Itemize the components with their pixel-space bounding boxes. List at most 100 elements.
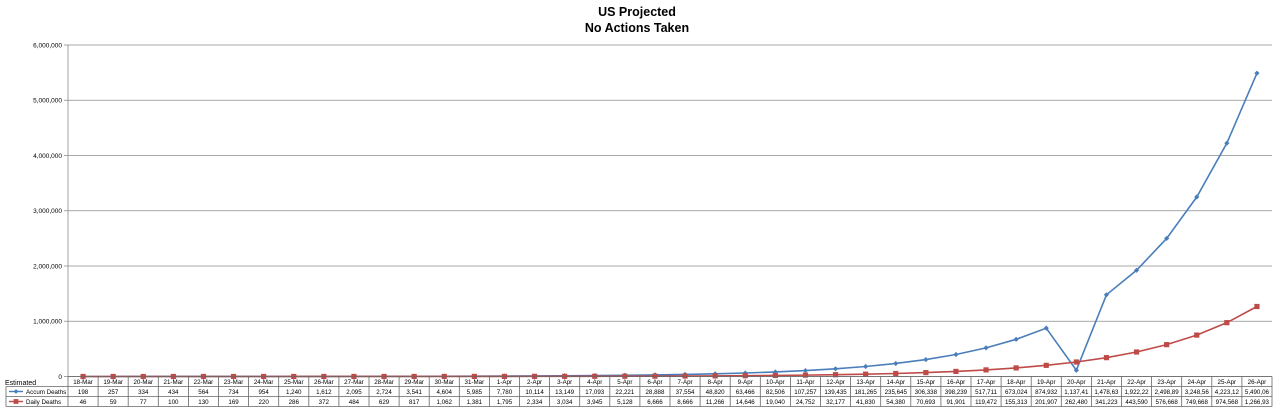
data-point: [983, 367, 989, 373]
data-point: [1164, 235, 1170, 242]
category-label: 12-Apr: [826, 379, 845, 386]
table-cell: 3,248,56: [1185, 389, 1210, 396]
data-point: [1133, 267, 1140, 273]
table-cell: 22,221: [615, 389, 634, 396]
category-label: 25-Apr: [1218, 379, 1237, 386]
data-point: [983, 345, 989, 351]
table-cell: 107,257: [794, 389, 817, 396]
table-cell: 341,223: [1095, 399, 1118, 406]
data-point: [953, 351, 959, 358]
data-point: [893, 370, 899, 377]
table-cell: 77: [140, 399, 147, 406]
data-point: [923, 356, 929, 363]
category-label: 25-Mar: [284, 379, 304, 386]
data-point: [1013, 336, 1019, 342]
table-cell: 91,901: [946, 399, 965, 406]
table-cell: 13,149: [555, 389, 574, 396]
table-cell: 974,568: [1216, 399, 1239, 406]
table-cell: 734: [228, 389, 239, 396]
table-cell: 181,265: [854, 389, 877, 396]
data-point: [1103, 355, 1110, 361]
category-label: 26-Apr: [1248, 379, 1267, 386]
category-label: 19-Apr: [1037, 379, 1056, 386]
category-label: 24-Mar: [254, 379, 274, 386]
data-point: [1043, 362, 1049, 368]
category-label: 20-Mar: [133, 379, 153, 386]
table-cell: 1,795: [497, 399, 513, 406]
table-cell: 8,666: [677, 399, 693, 406]
chart-title: US Projected: [598, 5, 676, 19]
table-cell: 28,888: [645, 389, 664, 396]
data-point: [1194, 194, 1200, 200]
data-point: [1224, 140, 1230, 146]
table-cell: 139,435: [824, 389, 847, 396]
series-line: [83, 305, 1258, 378]
table-cell: 517,711: [975, 389, 997, 396]
table-cell: 1,478,63: [1094, 389, 1119, 396]
category-label: 13-Apr: [856, 379, 875, 386]
table-cell: 2,498,89: [1155, 389, 1180, 396]
legend-key-marker: [13, 389, 19, 394]
category-label: 31-Mar: [465, 379, 485, 386]
category-label: 28-Mar: [374, 379, 394, 386]
category-label: 23-Apr: [1157, 379, 1176, 386]
table-cell: 119,472: [975, 399, 997, 406]
category-label: 3-Apr: [557, 379, 572, 386]
data-point: [953, 368, 959, 375]
data-table-corner-label: Estimated: [5, 380, 36, 387]
table-cell: 24,752: [796, 399, 815, 406]
series-line: [83, 72, 1258, 378]
table-cell: 262,480: [1065, 399, 1088, 406]
table-cell: 257: [108, 389, 119, 396]
data-point: [1133, 349, 1140, 355]
table-cell: 3,034: [557, 399, 573, 406]
data-point: [802, 372, 809, 378]
series-accum-deaths: [80, 70, 1260, 380]
category-label: 26-Mar: [314, 379, 334, 386]
category-label: 21-Apr: [1097, 379, 1116, 386]
data-table: Estimated 18-Mar 19-Mar 20-Mar 21-Mar 22-Mar…: [5, 376, 1273, 407]
table-cell: 1,240: [286, 389, 302, 396]
table-cell: 201,907: [1035, 399, 1058, 406]
category-label: 5-Apr: [617, 379, 632, 386]
table-cell: 334: [138, 389, 149, 396]
table-cell: 954: [258, 389, 269, 396]
data-point: [772, 372, 778, 379]
y-tick-label: 2,000,000: [33, 263, 62, 270]
data-point: [1073, 367, 1079, 373]
category-label: 1-Apr: [497, 379, 512, 386]
legend-key-marker: [13, 399, 19, 404]
y-tick-label: 3,000,000: [33, 208, 62, 215]
data-point: [863, 371, 869, 377]
table-cell: 1,612: [316, 389, 332, 396]
category-label: 30-Mar: [434, 379, 454, 386]
category-label: 15-Apr: [917, 379, 936, 386]
category-label: 16-Apr: [947, 379, 966, 386]
table-cell: 4,223,12: [1215, 389, 1240, 396]
table-cell: 5,490,06: [1245, 389, 1270, 396]
table-cell: 749,668: [1186, 399, 1209, 406]
table-cell: 484: [349, 399, 360, 406]
table-cell: 3,541: [406, 389, 422, 396]
table-cell: 398,239: [945, 389, 968, 396]
table-cell: 2,095: [346, 389, 362, 396]
category-label: 21-Mar: [164, 379, 184, 386]
table-cell: 220: [258, 399, 269, 406]
table-cell: 32,177: [826, 399, 845, 406]
data-point: [923, 369, 929, 376]
data-point: [1194, 332, 1200, 338]
category-label: 22-Apr: [1127, 379, 1146, 386]
table-cell: 41,830: [856, 399, 875, 406]
table-cell: 874,932: [1035, 389, 1058, 396]
table-cell: 5,128: [617, 399, 633, 406]
category-label: 18-Apr: [1007, 379, 1026, 386]
table-cell: 46: [80, 399, 87, 406]
data-point: [1224, 320, 1230, 326]
category-label: 23-Mar: [224, 379, 244, 386]
table-cell: 1,137,41: [1064, 389, 1089, 396]
data-point: [742, 370, 748, 376]
table-cell: 169: [228, 399, 239, 406]
table-cell: 372: [319, 399, 330, 406]
table-cell: 6,666: [647, 399, 663, 406]
